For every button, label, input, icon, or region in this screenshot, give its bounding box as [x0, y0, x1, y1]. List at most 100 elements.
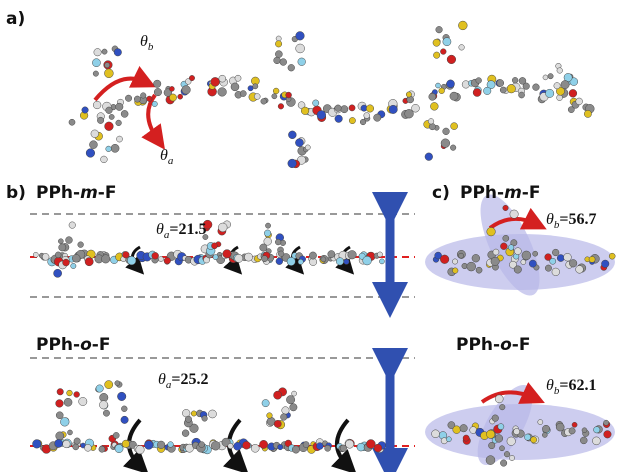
atom [89, 141, 97, 149]
atom [298, 58, 306, 66]
angle-symbol: θ [158, 371, 166, 388]
atom [512, 77, 518, 83]
title-part: -F [512, 335, 531, 355]
atom [519, 92, 525, 98]
atom [499, 404, 505, 410]
molecule-title: PPh-m-F [460, 183, 540, 203]
atom [592, 437, 600, 445]
atom [275, 41, 281, 47]
atom [510, 210, 518, 218]
atom [440, 49, 446, 55]
atom [191, 411, 196, 416]
atom [366, 105, 373, 112]
atom [492, 415, 499, 422]
atom [589, 256, 595, 262]
atom [514, 266, 521, 273]
atom [99, 401, 107, 409]
atom [182, 430, 189, 437]
atom [328, 251, 335, 258]
atom [287, 257, 295, 265]
atom [576, 266, 584, 274]
atom [450, 92, 458, 100]
atom [561, 81, 569, 89]
atom [105, 63, 110, 68]
atom [140, 93, 146, 99]
atom [335, 105, 342, 112]
atom [357, 443, 365, 451]
angle-value: =62.1 [559, 377, 596, 394]
angle-label: θa=21.5 [156, 221, 206, 241]
atom [182, 86, 191, 95]
atom [425, 153, 433, 161]
atom [278, 251, 284, 257]
atom [54, 269, 62, 277]
angle-label: θb=62.1 [546, 377, 596, 397]
atom [483, 87, 491, 95]
atom [288, 64, 295, 71]
atom [460, 424, 468, 432]
atom [452, 268, 458, 274]
atom [569, 259, 577, 267]
atom [63, 440, 71, 448]
atom [152, 101, 157, 106]
angle-value: =21.5 [169, 221, 206, 238]
atom [109, 114, 114, 119]
atom [56, 412, 63, 419]
atom [486, 430, 494, 438]
atom [604, 420, 609, 425]
atom [154, 88, 162, 96]
atom [441, 139, 450, 148]
atom [488, 442, 495, 449]
atom [213, 255, 218, 260]
atom [105, 122, 114, 131]
atom [290, 404, 297, 411]
atom [69, 222, 76, 229]
title-part: PPh- [36, 335, 80, 355]
atom [115, 445, 123, 453]
atom [524, 434, 530, 440]
atom [288, 131, 296, 139]
atom [519, 77, 526, 84]
atom [467, 262, 476, 271]
atom [92, 59, 100, 67]
atom [503, 235, 509, 241]
atom [78, 242, 84, 248]
atom [91, 130, 99, 138]
atom [199, 442, 205, 448]
atom [436, 26, 443, 33]
atom [552, 249, 559, 256]
atom [349, 105, 355, 111]
atom [429, 123, 435, 129]
angle-value: =56.7 [559, 211, 596, 228]
angle-label: θa [160, 147, 174, 167]
atom [296, 31, 305, 40]
atom [325, 445, 331, 451]
atom [309, 252, 316, 259]
atom [374, 114, 381, 121]
atom [336, 258, 344, 266]
atom [349, 117, 355, 123]
angle-value: =25.2 [171, 371, 208, 388]
atom [94, 49, 101, 56]
atom [491, 257, 499, 265]
atom [97, 117, 103, 123]
atom [313, 100, 319, 106]
atom [463, 435, 469, 441]
atom [67, 430, 72, 435]
atom [122, 440, 130, 448]
atom [298, 259, 303, 264]
atom [514, 428, 520, 434]
atom [231, 83, 239, 91]
atom [374, 444, 382, 452]
atom [235, 75, 241, 81]
title-part: m [80, 183, 98, 203]
atom [341, 105, 348, 112]
atom [576, 98, 583, 105]
atom [189, 75, 194, 80]
atom [169, 86, 174, 91]
atom [497, 80, 504, 87]
atom [79, 397, 87, 405]
atom [440, 255, 449, 264]
atom [56, 432, 64, 440]
angle-label: θb=56.7 [546, 211, 596, 231]
